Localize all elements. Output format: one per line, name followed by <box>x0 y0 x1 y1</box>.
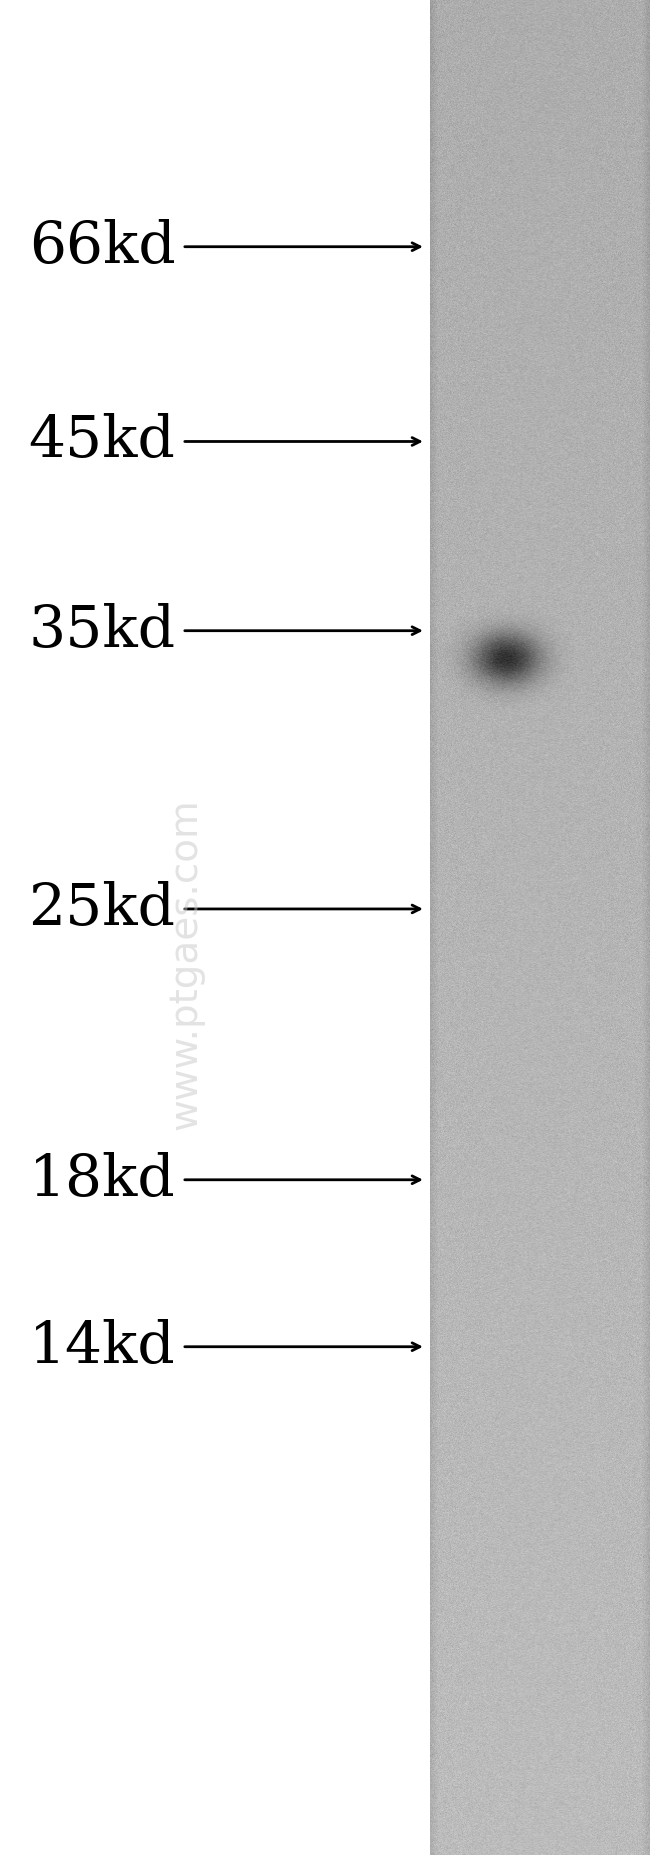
Text: 66kd: 66kd <box>29 219 176 275</box>
Text: 18kd: 18kd <box>29 1152 176 1208</box>
Text: 25kd: 25kd <box>29 881 176 937</box>
Text: 14kd: 14kd <box>29 1319 176 1375</box>
Text: 45kd: 45kd <box>29 414 176 469</box>
Text: 35kd: 35kd <box>29 603 176 659</box>
Text: www.ptgaes.com: www.ptgaes.com <box>166 800 204 1130</box>
